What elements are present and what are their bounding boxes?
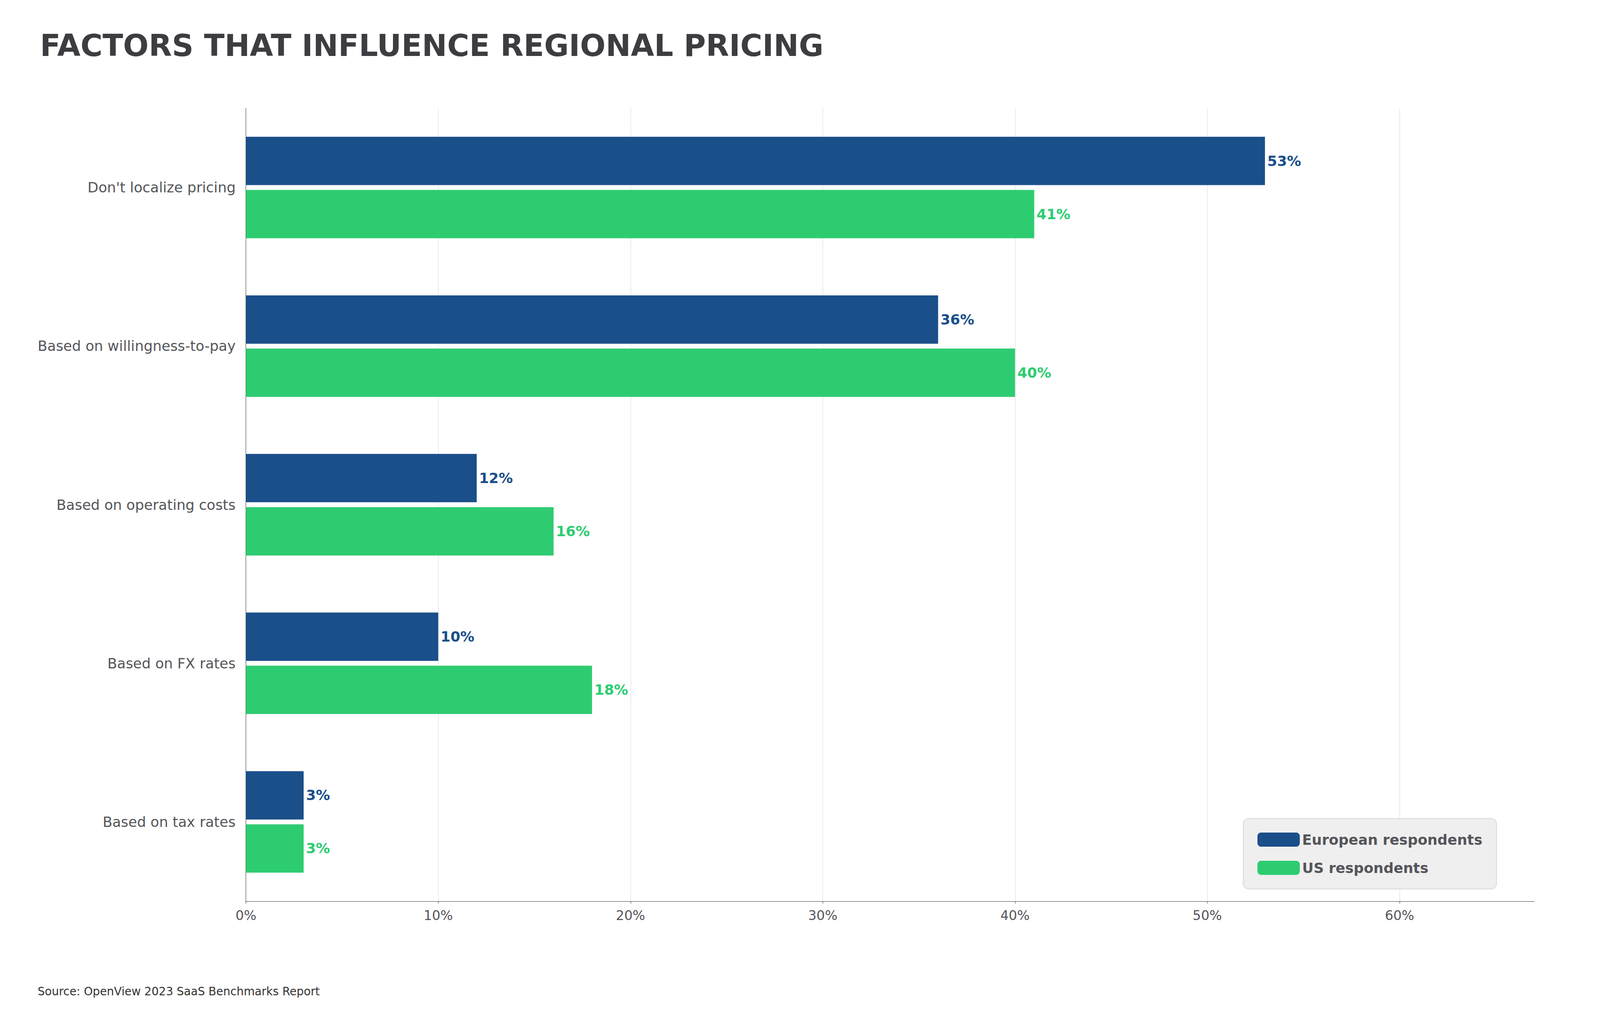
svg-text:40%: 40% bbox=[1000, 908, 1030, 924]
svg-text:30%: 30% bbox=[808, 908, 838, 924]
svg-text:Source: OpenView 2023 SaaS Ben: Source: OpenView 2023 SaaS Benchmarks Re… bbox=[37, 985, 320, 999]
svg-text:Based on tax rates: Based on tax rates bbox=[102, 814, 236, 831]
svg-text:41%: 41% bbox=[1036, 206, 1071, 223]
svg-text:18%: 18% bbox=[594, 681, 629, 699]
svg-text:12%: 12% bbox=[479, 470, 513, 487]
svg-text:Based on FX rates: Based on FX rates bbox=[107, 655, 236, 672]
svg-text:US respondents: US respondents bbox=[1302, 860, 1429, 877]
svg-text:Based on operating costs: Based on operating costs bbox=[56, 496, 236, 514]
svg-text:Don't localize pricing: Don't localize pricing bbox=[87, 179, 236, 196]
svg-text:36%: 36% bbox=[940, 311, 975, 328]
svg-text:3%: 3% bbox=[305, 787, 330, 804]
svg-text:16%: 16% bbox=[555, 523, 590, 540]
svg-text:European respondents: European respondents bbox=[1302, 832, 1483, 849]
svg-text:53%: 53% bbox=[1267, 152, 1302, 170]
svg-text:10%: 10% bbox=[423, 908, 453, 924]
svg-text:40%: 40% bbox=[1017, 364, 1052, 382]
svg-text:FACTORS THAT INFLUENCE REGIONA: FACTORS THAT INFLUENCE REGIONAL PRICING bbox=[40, 28, 824, 64]
svg-text:10%: 10% bbox=[440, 628, 475, 646]
svg-text:0%: 0% bbox=[235, 908, 256, 924]
svg-text:50%: 50% bbox=[1192, 908, 1222, 924]
svg-text:20%: 20% bbox=[616, 908, 646, 924]
svg-text:Based on willingness-to-pay: Based on willingness-to-pay bbox=[37, 337, 236, 355]
svg-text:60%: 60% bbox=[1384, 908, 1415, 924]
svg-text:3%: 3% bbox=[305, 840, 330, 857]
